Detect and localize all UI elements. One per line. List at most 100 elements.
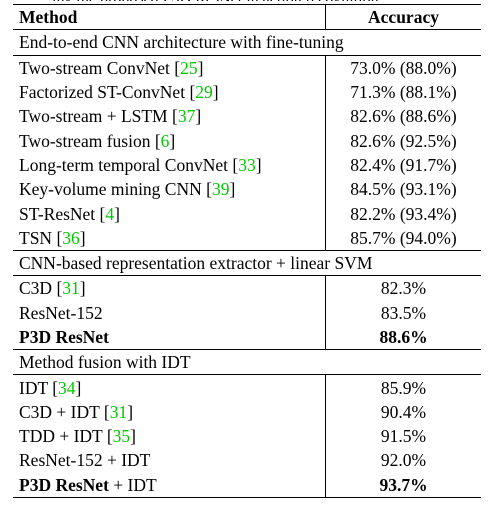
accuracy-value: 71.3% [350,82,396,103]
accuracy-value: 85.9% [380,377,427,398]
accuracy-cell: 73.0% (88.0%) [326,55,482,80]
citation-link[interactable]: 39 [211,179,230,200]
table-row: Factorized ST-ConvNet [29] 71.3% (88.1%) [13,79,482,105]
citation-link[interactable]: 6 [160,130,170,151]
method-cell: Long-term temporal ConvNet [33] [13,152,326,178]
accuracy-finetuned-value: (93.4%) [399,203,457,224]
method-cell: ST-ResNet [4] [13,201,326,226]
method-cell: C3D [31] [13,275,326,301]
accuracy-value: 82.6% [350,106,396,127]
accuracy-value: 93.7% [379,474,428,495]
results-table: Method Accuracy End-to-end CNN architect… [13,4,481,498]
accuracy-finetuned-value: (88.0%) [399,57,457,78]
accuracy-value: 73.0% [350,57,396,78]
citation-link[interactable]: 25 [180,57,198,78]
method-name: Two-stream ConvNet [19,57,170,78]
method-name: Two-stream + LSTM [19,106,168,127]
accuracy-cell: 93.7% [325,472,481,498]
accuracy-finetuned-value: (93.1%) [399,179,457,200]
accuracy-finetuned-value: (94.0%) [399,227,457,248]
citation-link[interactable]: 33 [238,154,256,175]
citation-link[interactable]: 35 [112,426,131,447]
section-title: End-to-end CNN architecture with fine-tu… [13,29,481,56]
table-row: ResNet-152 + IDT 92.0% [13,448,482,473]
method-name: TDD + IDT [19,426,103,447]
table-row: Long-term temporal ConvNet [33] 82.4% (91… [13,152,482,178]
citation-link[interactable]: 4 [105,203,115,224]
accuracy-value: 91.5% [380,426,427,447]
section-header-row: CNN-based representation extractor + lin… [13,249,481,277]
accuracy-finetuned-value: (88.1%) [399,82,457,103]
method-name: TSN [19,227,53,248]
method-name: IDT [19,377,48,398]
method-name: Factorized ST-ConvNet [19,82,186,103]
accuracy-cell: 91.5% [326,424,482,448]
method-cell: P3D ResNet + IDT [13,472,326,498]
method-cell: IDT [34] [13,374,326,400]
section-title: Method fusion with IDT [13,349,481,376]
accuracy-cell: 82.2% (93.4%) [326,201,482,225]
accuracy-finetuned-value: (92.5%) [399,130,457,151]
header-row: Method Accuracy [13,4,481,31]
section-title: CNN-based representation extractor + lin… [13,249,481,277]
table-row: TSN [36] 85.7% (94.0%) [13,225,482,251]
accuracy-value: 90.4% [380,401,427,422]
method-cell: Factorized ST-ConvNet [29] [13,79,326,105]
accuracy-value: 84.5% [350,179,396,200]
method-name: C3D [19,278,53,299]
accuracy-value: 92.0% [380,450,427,471]
section-header-row: Method fusion with IDT [13,349,481,376]
table-row: P3D ResNet 88.6% [13,324,481,350]
table-row: ResNet-152 83.5% [13,300,482,325]
method-name: C3D + IDT [19,401,100,422]
table-row: C3D [31] 82.3% [13,275,482,301]
accuracy-cell: 85.7% (94.0%) [326,226,482,251]
method-name: ST-ResNet [19,203,96,224]
method-name: P3D ResNet [19,474,109,495]
citation-link[interactable]: 29 [195,82,213,103]
table-row: IDT [34] 85.9% [13,374,482,400]
accuracy-cell: 71.3% (88.1%) [326,80,482,104]
accuracy-finetuned-value: (91.7%) [399,154,457,175]
accuracy-value: 82.3% [380,278,427,299]
accuracy-value: 88.6% [379,327,428,347]
method-cell: ResNet-152 [13,300,326,325]
citation-link[interactable]: 36 [62,227,80,248]
accuracy-cell: 90.4% [326,400,482,424]
method-cell: Two-stream fusion [6] [13,128,326,153]
accuracy-cell: 82.4% (91.7%) [326,153,482,177]
table-row: C3D + IDT [31] 90.4% [13,399,482,425]
accuracy-cell: 82.3% [326,276,482,301]
citation-link[interactable]: 34 [58,377,76,398]
table-row: TDD + IDT [35] 91.5% [13,424,482,449]
citation-link[interactable]: 31 [109,401,128,422]
accuracy-cell: 92.0% [326,448,482,472]
table-row: P3D ResNet + IDT 93.7% [13,472,481,498]
accuracy-value: 83.5% [380,302,427,323]
method-cell: Key-volume mining CNN [39] [13,177,326,202]
method-cell: TSN [36] [13,225,326,251]
accuracy-cell: 84.5% (93.1%) [326,177,482,201]
table-row: Two-stream + LSTM [37] 82.6% (88.6%) [13,104,481,129]
citation-link[interactable]: 31 [62,278,80,299]
accuracy-cell: 83.5% [326,301,482,325]
method-cell: Two-stream ConvNet [25] [13,55,326,80]
accuracy-value: 82.2% [350,203,396,224]
method-name: Two-stream fusion [19,130,151,151]
method-name: Long-term temporal ConvNet [19,154,228,175]
method-name: P3D ResNet [19,327,109,347]
accuracy-column-header: Accuracy [325,4,481,31]
accuracy-cell: 85.9% [326,375,482,400]
method-cell: P3D ResNet [13,324,326,350]
table-row: Two-stream fusion [6] 82.6% (92.5%) [13,128,482,153]
method-cell: Two-stream + LSTM [37] [13,104,326,129]
section-header-row: End-to-end CNN architecture with fine-tu… [13,29,481,56]
method-cell: TDD + IDT [35] [13,424,326,449]
accuracy-value: 82.6% [350,130,396,151]
accuracy-cell: 82.6% (92.5%) [326,128,482,152]
accuracy-value: 85.7% [350,227,396,248]
table-row: Two-stream ConvNet [25] 73.0% (88.0%) [13,55,481,80]
table-row: Key-volume mining CNN [39] 84.5% (93.1%) [13,177,482,202]
method-name: ResNet-152 [19,302,103,323]
citation-link[interactable]: 37 [177,106,196,127]
